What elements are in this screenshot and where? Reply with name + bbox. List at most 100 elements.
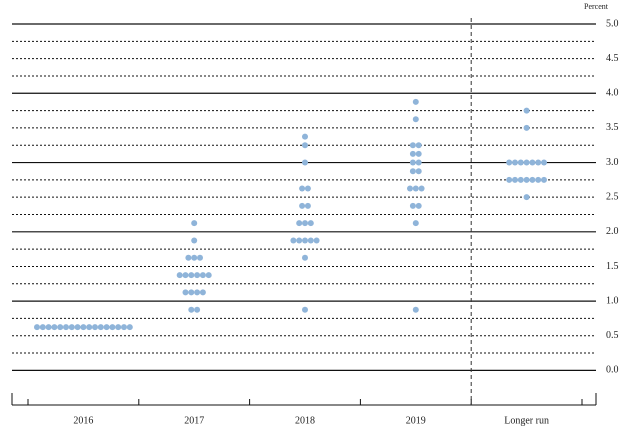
dot <box>199 272 206 279</box>
x-tick-label: Longer run <box>504 415 549 426</box>
dot <box>523 159 530 166</box>
dot <box>415 142 422 149</box>
y-tick-label: 3.5 <box>606 122 619 133</box>
dot <box>412 116 419 123</box>
dot <box>412 220 419 227</box>
dot <box>415 202 422 209</box>
dot <box>194 306 201 313</box>
dot <box>194 289 201 296</box>
dot <box>74 324 81 331</box>
dot <box>415 168 422 175</box>
dot <box>415 150 422 157</box>
dot <box>302 159 308 166</box>
y-tick-label: 3.0 <box>606 157 619 168</box>
dot <box>523 176 530 183</box>
dot <box>39 324 46 331</box>
dot <box>197 254 203 261</box>
y-tick-label: 0.5 <box>606 330 619 341</box>
dot <box>182 289 189 296</box>
dot <box>512 176 518 183</box>
dot <box>80 324 87 331</box>
dot <box>517 176 524 183</box>
dot <box>188 306 195 313</box>
dot <box>97 324 104 331</box>
dot <box>409 150 416 157</box>
dot <box>126 324 133 331</box>
dot <box>185 254 192 261</box>
dot <box>191 220 198 227</box>
dot <box>205 272 212 279</box>
x-tick-label: 2019 <box>406 415 426 426</box>
dot <box>409 159 416 166</box>
dot <box>51 324 58 331</box>
y-tick-label: 4.5 <box>606 53 619 64</box>
dot <box>302 133 308 140</box>
dot <box>415 159 422 166</box>
y-tick-label: 2.0 <box>606 226 619 237</box>
dot <box>517 159 524 166</box>
dot <box>302 306 308 313</box>
y-tick-label: 0.0 <box>606 365 619 376</box>
dot <box>506 159 513 166</box>
dot <box>535 159 542 166</box>
dot <box>529 159 536 166</box>
dot <box>302 254 308 261</box>
dot <box>302 237 308 244</box>
dot <box>176 272 183 279</box>
dot <box>182 272 189 279</box>
dot <box>68 324 75 331</box>
dot <box>188 272 195 279</box>
y-tick-label: 4.0 <box>606 88 619 99</box>
dot <box>506 176 513 183</box>
dot <box>523 107 530 114</box>
dot <box>523 194 530 201</box>
dot <box>191 237 198 244</box>
dot <box>296 220 303 227</box>
dot <box>103 324 110 331</box>
dot <box>409 142 416 149</box>
dot <box>109 324 116 331</box>
dot <box>115 324 122 331</box>
dot <box>299 202 306 209</box>
dot <box>409 202 416 209</box>
dot <box>299 185 306 192</box>
dot <box>409 168 416 175</box>
dot <box>418 185 425 192</box>
dot <box>541 159 547 166</box>
dot <box>541 176 547 183</box>
dot <box>304 202 311 209</box>
dot <box>412 98 419 105</box>
dot <box>191 254 198 261</box>
dot <box>290 237 297 244</box>
y-tick-label: 1.5 <box>606 261 619 272</box>
dot <box>92 324 98 331</box>
dot <box>407 185 413 192</box>
y-tick-label: 2.5 <box>606 191 619 202</box>
x-tick-label: 2018 <box>295 415 315 426</box>
dot <box>63 324 69 331</box>
x-tick-label: 2017 <box>184 415 204 426</box>
dot <box>57 324 64 331</box>
y-tick-label: 5.0 <box>606 18 619 29</box>
y-tick-label: 1.0 <box>606 295 619 306</box>
dot <box>412 185 419 192</box>
x-tick-label: 2016 <box>73 415 93 426</box>
dot <box>412 306 419 313</box>
dot <box>121 324 127 331</box>
dot <box>535 176 542 183</box>
dot <box>302 142 308 149</box>
dot <box>523 124 530 131</box>
dot <box>307 237 314 244</box>
dot <box>86 324 93 331</box>
dot <box>194 272 201 279</box>
y-axis-label: Percent <box>584 2 609 11</box>
dot <box>307 220 314 227</box>
dot <box>529 176 536 183</box>
dot <box>188 289 195 296</box>
dot <box>512 159 518 166</box>
dot <box>304 185 311 192</box>
dot <box>34 324 40 331</box>
dot <box>199 289 206 296</box>
dot <box>313 237 320 244</box>
